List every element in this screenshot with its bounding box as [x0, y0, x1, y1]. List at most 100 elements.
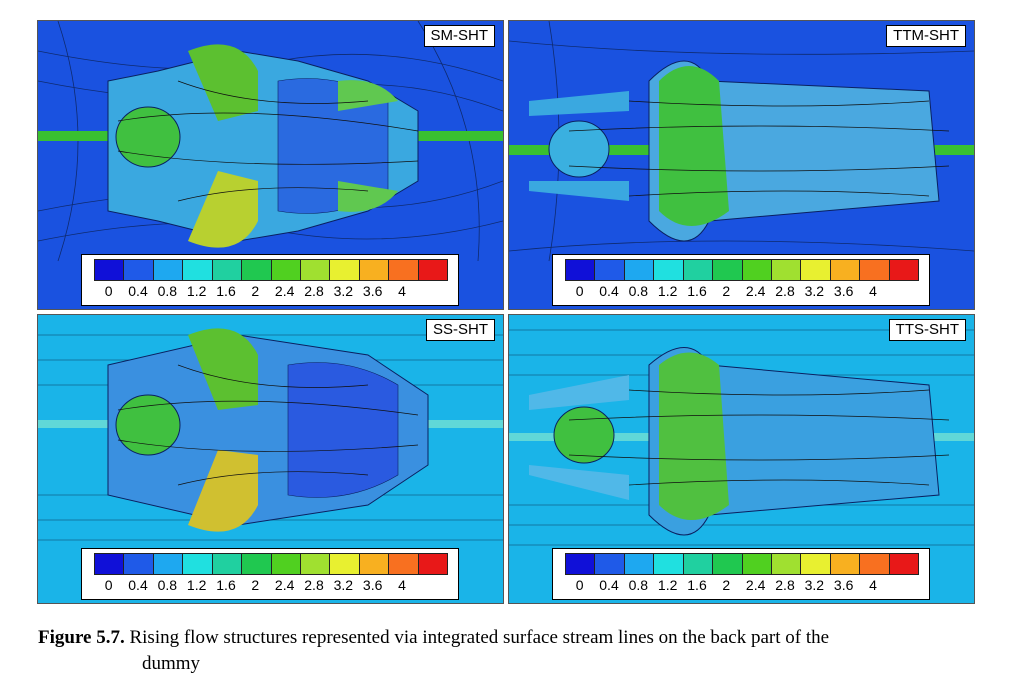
legend-swatch: [300, 554, 331, 574]
flow-visualization: [509, 329, 974, 546]
legend-swatch: [683, 554, 714, 574]
color-legend: 0 0.4 0.8 1.2 1.6 2 2.4 2.8 3.2 3.6 4: [552, 548, 930, 600]
legend-tick-label: 0.8: [157, 577, 178, 593]
color-legend: 0 0.4 0.8 1.2 1.6 2 2.4 2.8 3.2 3.6 4: [81, 548, 459, 600]
legend-swatch: [595, 260, 625, 280]
legend-swatch: [183, 554, 213, 574]
caption-line-1: Rising flow structures represented via i…: [129, 627, 830, 648]
flow-visualization: [38, 328, 503, 541]
legend-swatch: [566, 554, 596, 574]
figure-caption: Figure 5.7. Rising flow structures repre…: [38, 625, 988, 677]
legend-tick-label: 0.8: [628, 577, 649, 593]
legend-tick-label: 0: [575, 283, 584, 299]
color-legend: 0 0.4 0.8 1.2 1.6 2 2.4 2.8 3.2 3.6 4: [552, 254, 930, 306]
legend-tick-label: 1.6: [216, 577, 236, 593]
legend-tick-label: 0.8: [157, 283, 178, 299]
legend-swatch: [124, 260, 154, 280]
legend-tick-label: 1.2: [657, 577, 678, 593]
legend-tick-label: 0.4: [599, 283, 619, 299]
panel-ttm-sht: TTM-SHT 0 0.4 0.8 1.2 1.6 2 2.4 2.8 3.2 3.6 4: [508, 20, 975, 310]
legend-tick-label: 2: [251, 283, 260, 299]
legend-swatch: [95, 554, 125, 574]
legend-swatch: [566, 260, 596, 280]
legend-tick-label: 3.6: [362, 577, 383, 593]
legend-tick-label: 0.8: [628, 283, 649, 299]
legend-tick-label: 4: [869, 283, 877, 299]
legend-tick-label: 0.4: [599, 577, 619, 593]
legend-colorbar: [565, 553, 919, 575]
legend-ticks: 0 0.4 0.8 1.2 1.6 2 2.4 2.8 3.2 3.6 4: [82, 577, 458, 595]
panel-tts-sht: TTS-SHT 0 0.4 0.8 1.2 1.6 2 2.4 2.8 3.2 3.6 4: [508, 314, 975, 604]
legend-swatch: [624, 260, 655, 280]
panel-label: TTS-SHT: [888, 319, 966, 341]
legend-tick-label: 2.4: [745, 577, 766, 593]
legend-tick-label: 1.6: [216, 283, 236, 299]
legend-swatch: [713, 554, 743, 574]
legend-swatch: [330, 260, 360, 280]
legend-tick-label: 0: [104, 577, 113, 593]
figure-label: Figure 5.7.: [38, 627, 125, 648]
legend-swatch: [389, 554, 419, 574]
legend-swatch: [183, 260, 213, 280]
legend-swatch: [153, 554, 184, 574]
legend-tick-label: 1.2: [186, 577, 207, 593]
legend-tick-label: 0.4: [128, 283, 148, 299]
panel-label: SM-SHT: [423, 25, 495, 47]
legend-tick-label: 0.4: [128, 577, 148, 593]
legend-ticks: 0 0.4 0.8 1.2 1.6 2 2.4 2.8 3.2 3.6 4: [553, 577, 929, 595]
legend-tick-label: 2: [722, 283, 731, 299]
legend-tick-label: 1.6: [687, 283, 707, 299]
color-legend: 0 0.4 0.8 1.2 1.6 2 2.4 2.8 3.2 3.6 4: [81, 254, 459, 306]
panel-label: SS-SHT: [425, 319, 495, 341]
legend-swatch: [654, 554, 684, 574]
legend-swatch: [595, 554, 625, 574]
panel-sm-sht: SM-SHT 0 0.4 0.8 1.2 1.6 2 2.4 2.8 3.2 3.6 4: [37, 20, 504, 310]
legend-swatch: [771, 554, 802, 574]
legend-swatch: [359, 554, 390, 574]
legend-tick-label: 1.2: [657, 283, 678, 299]
legend-colorbar: [94, 259, 448, 281]
legend-tick-label: 3.2: [333, 577, 354, 593]
panel-label: TTM-SHT: [886, 25, 966, 47]
legend-colorbar: [565, 259, 919, 281]
legend-tick-label: 0: [575, 577, 584, 593]
legend-tick-label: 3.2: [333, 283, 354, 299]
legend-swatch: [654, 260, 684, 280]
legend-tick-label: 2: [251, 577, 260, 593]
legend-colorbar: [94, 553, 448, 575]
legend-ticks: 0 0.4 0.8 1.2 1.6 2 2.4 2.8 3.2 3.6 4: [553, 283, 929, 301]
legend-swatch: [212, 554, 243, 574]
legend-swatch: [300, 260, 331, 280]
legend-tick-label: 4: [398, 577, 406, 593]
legend-swatch: [330, 554, 360, 574]
flow-visualization: [38, 21, 503, 262]
legend-ticks: 0 0.4 0.8 1.2 1.6 2 2.4 2.8 3.2 3.6 4: [82, 283, 458, 301]
legend-swatch: [271, 554, 301, 574]
legend-swatch: [860, 260, 890, 280]
legend-swatch: [801, 260, 831, 280]
legend-tick-label: 2.8: [775, 577, 795, 593]
legend-swatch: [95, 260, 125, 280]
legend-swatch: [271, 260, 301, 280]
legend-swatch: [713, 260, 743, 280]
legend-swatch: [242, 554, 272, 574]
legend-tick-label: 3.2: [804, 577, 825, 593]
legend-swatch: [418, 554, 448, 574]
legend-tick-label: 2.8: [304, 577, 324, 593]
legend-swatch: [860, 554, 890, 574]
flow-visualization: [509, 21, 974, 262]
legend-tick-label: 2.4: [745, 283, 766, 299]
legend-swatch: [124, 554, 154, 574]
legend-swatch: [830, 260, 861, 280]
legend-swatch: [801, 554, 831, 574]
legend-tick-label: 4: [398, 283, 406, 299]
legend-tick-label: 3.2: [804, 283, 825, 299]
panel-ss-sht: SS-SHT 0 0.4 0.8 1.2 1.6 2 2.4 2.8 3.2 3.6 4: [37, 314, 504, 604]
legend-swatch: [830, 554, 861, 574]
legend-tick-label: 2.4: [274, 283, 295, 299]
legend-swatch: [683, 260, 714, 280]
legend-tick-label: 2.8: [775, 283, 795, 299]
legend-swatch: [742, 260, 772, 280]
caption-line-2: dummy: [142, 653, 201, 674]
legend-swatch: [418, 260, 448, 280]
